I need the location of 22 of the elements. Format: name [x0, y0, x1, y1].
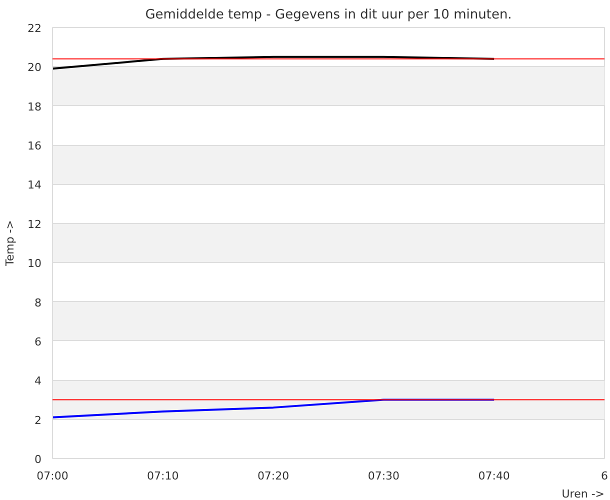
x-tick-label: 07:30 — [368, 470, 400, 482]
y-tick-label: 16 — [28, 140, 42, 153]
y-axis-title: Temp -> — [4, 220, 17, 267]
y-tick-label: 6 — [34, 335, 42, 348]
y-tick-label: 0 — [34, 453, 42, 466]
y-tick-label: 2 — [34, 414, 42, 427]
x-tick-label: 6 — [601, 470, 608, 482]
y-tick-label: 20 — [28, 61, 42, 74]
y-tick-label: 10 — [28, 257, 42, 270]
x-tick-label: 07:00 — [36, 470, 68, 482]
x-tick-label: 07:10 — [147, 470, 179, 482]
y-tick-label: 8 — [34, 296, 42, 310]
y-tick-label: 12 — [28, 218, 42, 231]
line-series — [52, 398, 496, 418]
y-tick-label: 14 — [28, 178, 42, 192]
x-tick-label: 07:40 — [478, 470, 510, 482]
x-axis-title: Uren -> — [562, 488, 605, 500]
x-tick-label: 07:20 — [257, 470, 290, 482]
y-tick-label: 4 — [34, 374, 42, 388]
y-tick-label: 18 — [28, 100, 42, 114]
y-tick-label: 22 — [28, 22, 42, 35]
chart-title: Gemiddelde temp - Gegevens in dit uur per 10 minuten. — [145, 8, 512, 22]
